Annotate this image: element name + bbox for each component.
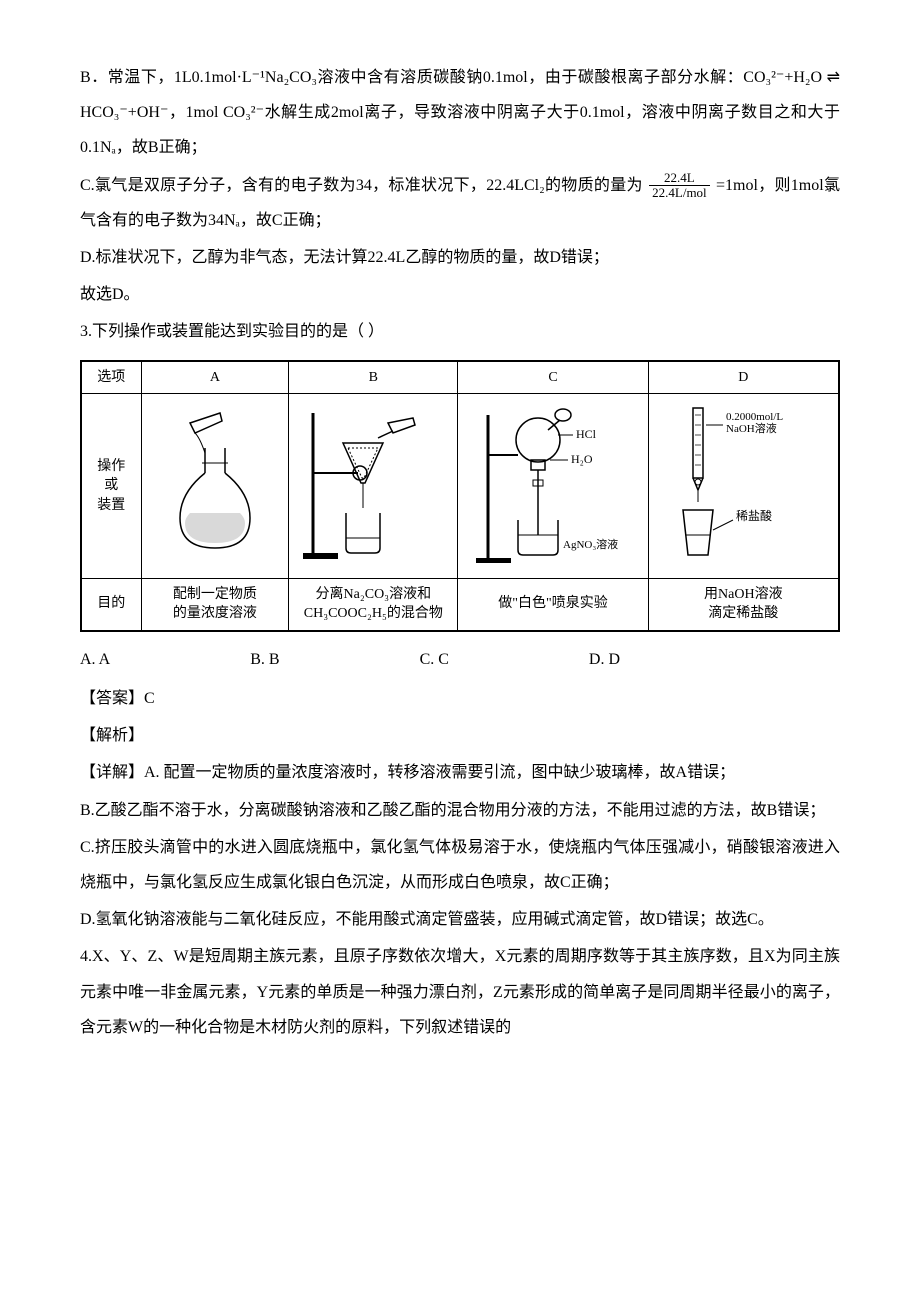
table-purpose-row: 目的 配制一定物质 的量浓度溶液 分离Na₂CO₃溶液和 CH₃COOC₂H₅的… <box>81 578 839 631</box>
device-b <box>289 394 458 579</box>
experiment-table: 选项 A B C D 操作 或 装置 <box>80 360 840 632</box>
pc-pre: C.氯气是双原子分子，含有的电子数为34，标准状况下，22.4LCl₂的物质的量… <box>80 177 643 194</box>
fraction-numerator: 22.4L <box>649 171 710 186</box>
table-device-row: 操作 或 装置 <box>81 394 839 579</box>
label-naoh: 0.2000mol/LNaOH溶液 <box>726 411 783 435</box>
option-c: C. C <box>420 642 449 677</box>
device-d: 0.2000mol/LNaOH溶液 稀盐酸 <box>648 394 839 579</box>
col-a: A <box>141 361 289 394</box>
titration-icon: 0.2000mol/LNaOH溶液 稀盐酸 <box>658 400 828 565</box>
purpose-d: 用NaOH溶液 滴定稀盐酸 <box>648 578 839 631</box>
fraction-denominator: 22.4L/mol <box>649 186 710 200</box>
fraction: 22.4L 22.4L/mol <box>649 171 710 201</box>
device-a <box>141 394 289 579</box>
detail-3b: B.乙酸乙酯不溶于水，分离碳酸钠溶液和乙酸乙酯的混合物用分液的方法，不能用过滤的… <box>80 793 840 828</box>
question-3: 3.下列操作或装置能达到实验目的的是（ ） <box>80 314 840 349</box>
label-h2o: H₂O <box>571 452 593 466</box>
purpose-a: 配制一定物质 的量浓度溶液 <box>141 578 289 631</box>
question-4: 4.X、Y、Z、W是短周期主族元素，且原子序数依次增大，X元素的周期序数等于其主… <box>80 939 840 1045</box>
detail-3c: C.挤压胶头滴管中的水进入圆底烧瓶中，氯化氢气体极易溶于水，使烧瓶内气体压强减小… <box>80 830 840 900</box>
fountain-icon: HCl H₂O AgNO₃溶液 <box>468 400 638 565</box>
table-header-row: 选项 A B C D <box>81 361 839 394</box>
option-b: B. B <box>250 642 279 677</box>
col-c: C <box>458 361 648 394</box>
detail-3d: D.氢氧化钠溶液能与二氧化硅反应，不能用酸式滴定管盛装，应用碱式滴定管，故D错误… <box>80 902 840 937</box>
col-option: 选项 <box>81 361 141 394</box>
purpose-c: 做"白色"喷泉实验 <box>458 578 648 631</box>
col-d: D <box>648 361 839 394</box>
rowlabel-purpose: 目的 <box>81 578 141 631</box>
flask-pour-icon <box>150 403 280 563</box>
answer-3: 【答案】C <box>80 681 840 716</box>
paragraph-select: 故选D。 <box>80 277 840 312</box>
device-c: HCl H₂O AgNO₃溶液 <box>458 394 648 579</box>
label-hcl: HCl <box>576 427 597 441</box>
paragraph-c: C.氯气是双原子分子，含有的电子数为34，标准状况下，22.4LCl₂的物质的量… <box>80 168 840 238</box>
label-acid: 稀盐酸 <box>736 508 772 523</box>
option-a: A. A <box>80 642 110 677</box>
detail-3a: 【详解】A. 配置一定物质的量浓度溶液时，转移溶液需要引流，图中缺少玻璃棒，故A… <box>80 755 840 790</box>
col-b: B <box>289 361 458 394</box>
option-d: D. D <box>589 642 620 677</box>
filter-icon <box>298 403 448 563</box>
rowlabel-device: 操作 或 装置 <box>81 394 141 579</box>
options-row: A. A B. B C. C D. D <box>80 642 840 677</box>
jiexi-label: 【解析】 <box>80 718 840 753</box>
purpose-b: 分离Na₂CO₃溶液和 CH₃COOC₂H₅的混合物 <box>289 578 458 631</box>
label-agno3: AgNO₃溶液 <box>563 537 618 551</box>
paragraph-b: B．常温下，1L0.1mol·L⁻¹Na₂CO₃溶液中含有溶质碳酸钠0.1mol… <box>80 60 840 166</box>
paragraph-d: D.标准状况下，乙醇为非气态，无法计算22.4L乙醇的物质的量，故D错误； <box>80 240 840 275</box>
